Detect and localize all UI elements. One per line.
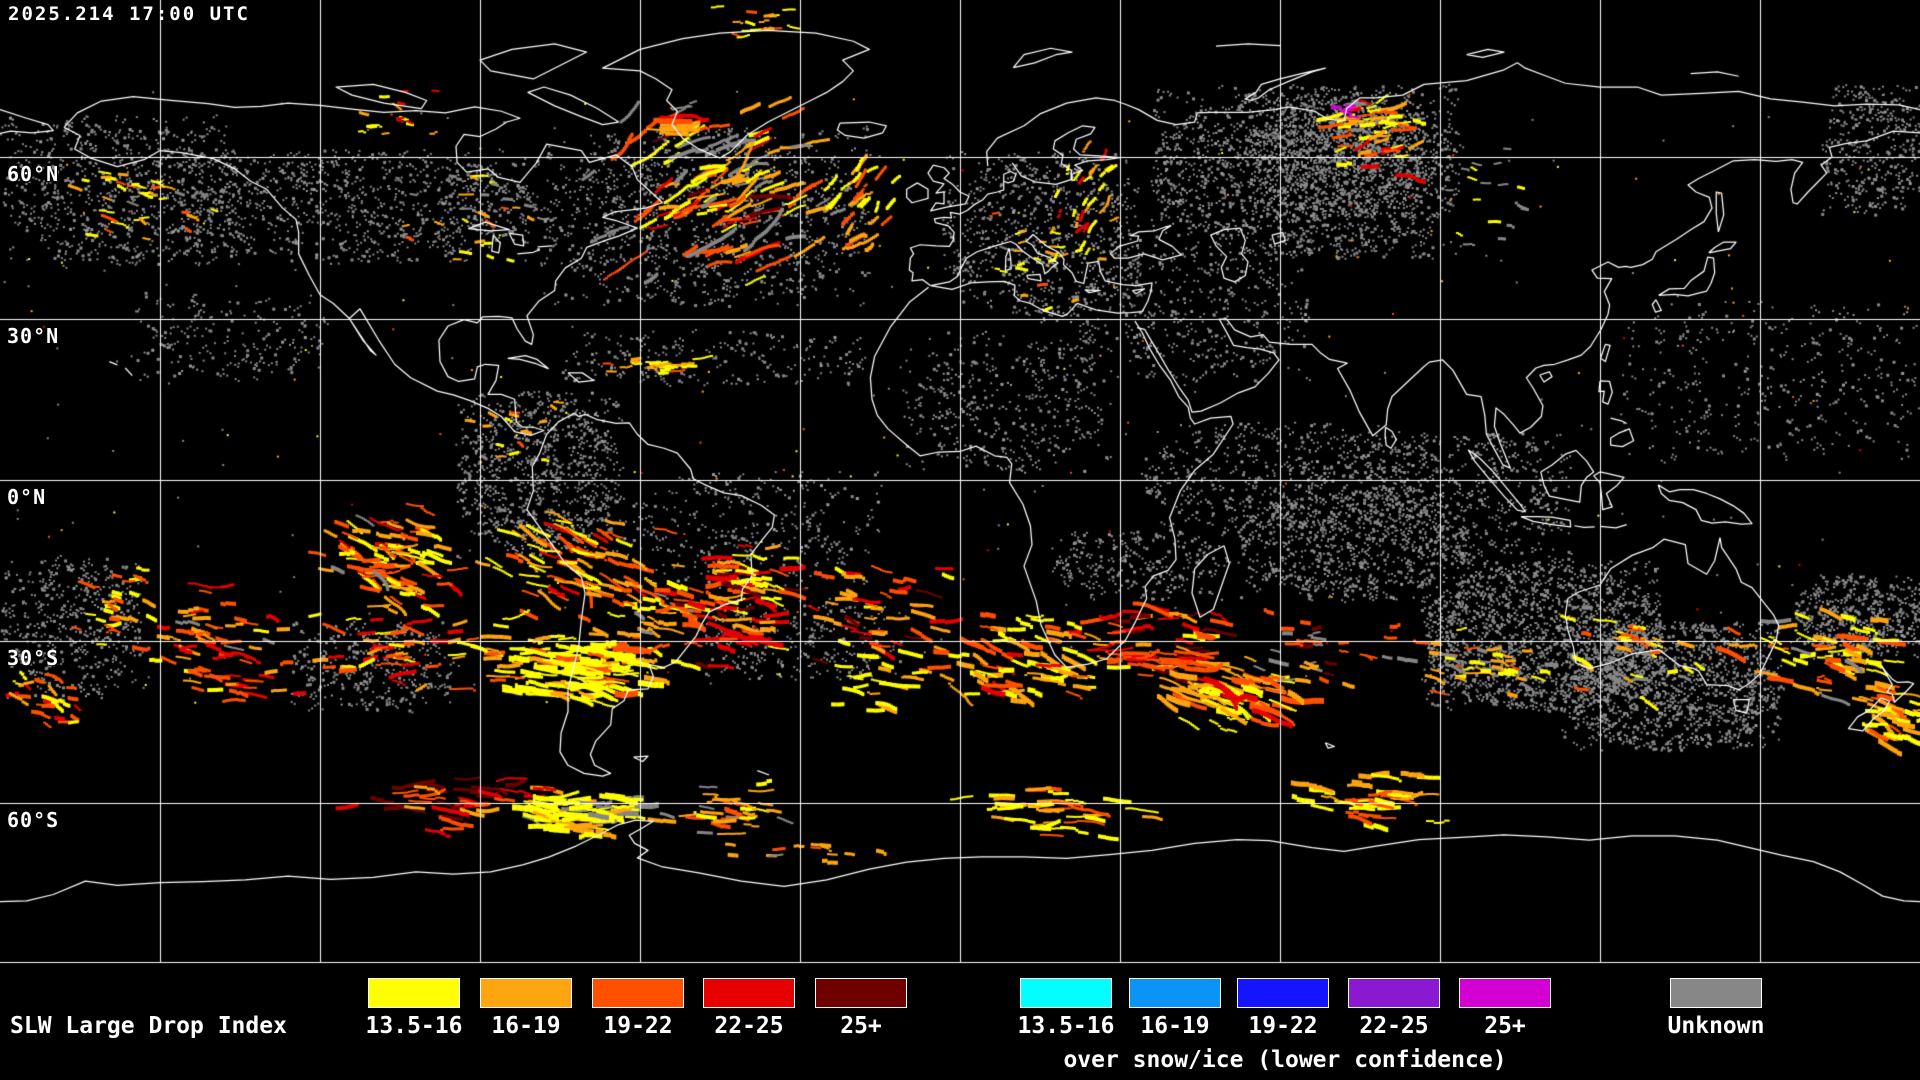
legend-range-label: 13.5-16	[365, 1013, 463, 1039]
legend-range-label: 25+	[1484, 1013, 1526, 1039]
legend-swatch-primary-5	[815, 978, 907, 1008]
legend-swatch-primary-4	[703, 978, 795, 1008]
legend-title: SLW Large Drop Index	[10, 1013, 287, 1039]
legend-range-label: 19-22	[1248, 1013, 1318, 1039]
legend-range-label: 16-19	[491, 1013, 561, 1039]
legend-range-label: 22-25	[714, 1013, 784, 1039]
legend-swatch-snowice-1	[1020, 978, 1112, 1008]
legend-swatch-snowice-2	[1129, 978, 1221, 1008]
legend-swatch-primary-1	[368, 978, 460, 1008]
timestamp: 2025.214 17:00 UTC	[8, 3, 250, 25]
latitude-label-30n: 30°N	[7, 323, 60, 348]
latitude-label-30s: 30°S	[7, 646, 60, 671]
latitude-label-60n: 60°N	[7, 162, 60, 186]
legend-swatch-primary-3	[592, 978, 684, 1008]
legend-swatch-snowice-3	[1237, 978, 1329, 1008]
latitude-label-60s: 60°S	[7, 807, 60, 832]
legend-range-label: 22-25	[1359, 1013, 1429, 1039]
legend-swatch-snowice-4	[1348, 978, 1440, 1008]
snow-ice-caption: over snow/ice (lower confidence)	[1063, 1047, 1507, 1073]
legend-range-label: 19-22	[603, 1013, 673, 1039]
legend-swatch-snowice-5	[1459, 978, 1551, 1008]
legend-range-label: 16-19	[1140, 1013, 1210, 1039]
legend-range-label: 25+	[840, 1013, 882, 1039]
legend-unknown-label: Unknown	[1667, 1013, 1765, 1039]
legend-range-label: 13.5-16	[1017, 1013, 1115, 1039]
legend-swatch-unknown	[1670, 978, 1762, 1008]
legend-swatch-primary-2	[480, 978, 572, 1008]
latitude-label-0n: 0°N	[7, 485, 47, 509]
